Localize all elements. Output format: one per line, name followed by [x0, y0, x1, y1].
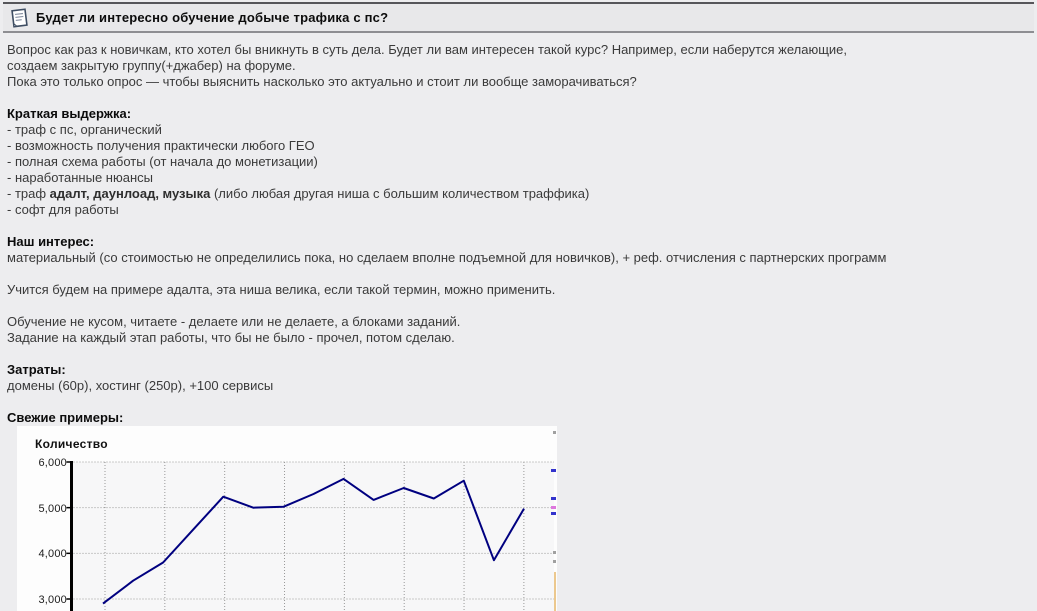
excerpt-item: - возможность получения практически любо… [7, 138, 315, 153]
thread-header: Будет ли интересно обучение добыче трафи… [3, 2, 1034, 33]
post-body: Вопрос как раз к новичкам, кто хотел бы … [0, 33, 1037, 611]
study-text: Учится будем на примере адалта, эта ниша… [7, 282, 556, 297]
interest-heading: Наш интерес: [7, 234, 95, 249]
excerpt-heading: Краткая выдержка: [7, 106, 132, 121]
y-axis-tick-label: 3,000 [38, 594, 67, 606]
examples-chart: Количество 6,000 5,000 4,000 3,000 [17, 426, 557, 611]
intro-line: Вопрос как раз к новичкам, кто хотел бы … [7, 42, 847, 57]
intro-line: создаем закрытую группу(+джабер) на фору… [7, 58, 296, 73]
chart-title: Количество [35, 437, 108, 451]
excerpt-item: - траф с пс, органический [7, 122, 162, 137]
y-axis-tick-label: 5,000 [38, 502, 67, 515]
excerpt-item: - полная схема работы (от начала до моне… [7, 154, 318, 169]
examples-heading: Свежие примеры: [7, 410, 124, 425]
costs-heading: Затраты: [7, 362, 66, 377]
y-axis-tick-label: 4,000 [38, 548, 67, 561]
costs-text: домены (60р), хостинг (250р), +100 серви… [7, 378, 274, 393]
clipped-content-mark [553, 431, 556, 434]
y-axis-tick-label: 6,000 [38, 457, 67, 469]
clipped-content-mark [551, 497, 556, 500]
clipped-content-mark [551, 506, 556, 509]
method-line: Обучение не кусом, читаете - делаете или… [7, 314, 461, 329]
clipped-content-mark [553, 551, 556, 554]
examples-chart-svg [66, 461, 554, 611]
excerpt-item: - софт для работы [7, 202, 119, 217]
document-icon [9, 7, 29, 29]
clipped-content-mark [551, 469, 556, 472]
intro-line: Пока это только опрос — чтобы выяснить н… [7, 74, 637, 89]
excerpt-item: - наработанные нюансы [7, 170, 153, 185]
clipped-content-mark [553, 560, 556, 563]
excerpt-item: - траф адалт, даунлоад, музыка (либо люб… [7, 186, 590, 201]
method-line: Задание на каждый этап работы, что бы не… [7, 330, 455, 345]
clipped-content-mark [554, 572, 556, 611]
clipped-content-mark [551, 512, 556, 515]
interest-text: материальный (со стоимостью не определил… [7, 250, 887, 265]
thread-title: Будет ли интересно обучение добыче трафи… [36, 10, 389, 25]
